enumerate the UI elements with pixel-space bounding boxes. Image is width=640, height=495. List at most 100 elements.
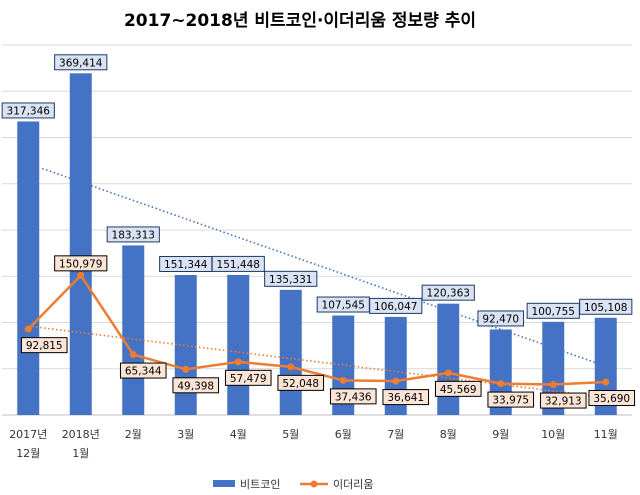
trendlines (28, 167, 609, 399)
line-point (549, 381, 557, 389)
data-label-box (211, 255, 265, 272)
bar (122, 245, 145, 415)
data-label-text: 35,690 (593, 393, 630, 405)
data-label: 35,690 (588, 389, 636, 406)
bar-series (17, 73, 617, 415)
bar (69, 73, 92, 415)
line-point (602, 378, 610, 386)
line-point (287, 363, 295, 371)
data-label-box (224, 369, 272, 386)
data-label: 32,913 (539, 392, 587, 409)
line-point (77, 271, 85, 279)
data-label-box (264, 270, 318, 287)
legend-swatch (213, 480, 235, 487)
data-label-text: 151,448 (217, 259, 260, 271)
data-label-box (588, 389, 636, 406)
line-point (497, 380, 505, 388)
data-label-text: 45,569 (440, 384, 477, 396)
line-point (182, 365, 190, 373)
line-point (24, 325, 32, 333)
data-label-text: 107,545 (322, 300, 365, 312)
x-tick-label: 11월 (594, 428, 618, 441)
data-label-box (106, 226, 160, 243)
line-point (129, 351, 137, 359)
bar (17, 121, 40, 415)
data-label: 106,047 (369, 297, 423, 314)
data-label-text: 57,479 (230, 373, 267, 385)
data-label-box (119, 362, 167, 379)
data-label: 107,545 (316, 296, 370, 313)
x-tick-label: 3월 (177, 428, 194, 441)
data-label-box (579, 298, 633, 315)
data-label-box (1, 102, 55, 119)
x-tick-label: 5월 (282, 428, 299, 441)
data-label: 151,448 (211, 255, 265, 272)
data-label-text: 49,398 (177, 380, 214, 392)
series-line (27, 274, 606, 386)
x-tick-label: 6월 (335, 428, 352, 441)
data-label: 151,344 (159, 256, 213, 273)
data-label-text: 317,346 (7, 105, 51, 117)
data-label: 45,569 (434, 380, 482, 397)
x-tick-label: 12월 (16, 447, 40, 460)
data-label-text: 52,048 (282, 378, 319, 390)
data-label-box (54, 54, 108, 71)
x-tick-label: 10월 (541, 428, 565, 441)
data-label-box (54, 255, 108, 272)
line-point (392, 377, 400, 385)
data-label-box (434, 380, 482, 397)
data-label-text: 369,414 (59, 57, 103, 69)
data-label-text: 106,047 (374, 301, 417, 313)
legend-item: 비트코인 (213, 478, 280, 491)
data-labels: 317,346 369,414 183,313 151,344 151,448 135,3… (1, 54, 636, 409)
data-label: 183,313 (106, 226, 160, 243)
x-tick-label: 9월 (492, 428, 509, 441)
legend: 비트코인 이더리움 (213, 478, 373, 491)
bar (542, 321, 565, 415)
data-label-text: 33,975 (492, 395, 529, 407)
data-label-box (421, 284, 475, 301)
bar (174, 275, 197, 415)
data-label: 120,363 (421, 284, 475, 301)
data-label: 36,641 (382, 389, 430, 406)
x-tick-label: 7월 (387, 428, 404, 441)
legend-label: 비트코인 (240, 478, 280, 491)
data-label-text: 120,363 (427, 288, 470, 300)
data-label-text: 105,108 (584, 302, 627, 314)
data-label: 92,815 (20, 337, 68, 354)
data-label-box (487, 391, 535, 408)
data-label-text: 32,913 (545, 396, 582, 408)
data-label: 33,975 (487, 391, 535, 408)
data-label-text: 92,815 (26, 340, 63, 352)
data-label: 105,108 (579, 298, 633, 315)
bar (279, 289, 302, 415)
x-tick-label: 2017년 (9, 428, 47, 441)
data-label-box (20, 337, 68, 354)
data-label-text: 183,313 (112, 229, 155, 241)
x-tick-label: 1월 (72, 447, 89, 460)
data-label: 150,979 (54, 255, 108, 272)
data-label-box (477, 310, 525, 327)
data-label-box (382, 389, 430, 406)
trendline (28, 325, 606, 399)
data-label-text: 92,470 (482, 313, 519, 325)
x-tick-label: 2018년 (62, 428, 100, 441)
x-axis: 2017년 12월 2018년 1월 2월 3월 4월 5월 6월 7월 8월 9월 10월 11월 (9, 428, 618, 460)
data-label: 37,436 (329, 388, 377, 405)
data-label: 92,470 (477, 310, 525, 327)
data-label: 317,346 (1, 102, 55, 119)
x-tick-label: 8월 (440, 428, 457, 441)
data-label-text: 65,344 (125, 366, 162, 378)
chart-title: 2017~2018년 비트코인·이더리움 정보량 추이 (124, 11, 476, 31)
data-label: 369,414 (54, 54, 108, 71)
data-label: 57,479 (224, 369, 272, 386)
x-tick-label: 2월 (125, 428, 142, 441)
legend-label: 이더리움 (333, 478, 373, 491)
data-label: 52,048 (277, 374, 325, 391)
line-point (339, 376, 347, 384)
data-label-text: 151,344 (164, 259, 208, 271)
legend-marker (310, 480, 318, 488)
data-label-text: 37,436 (335, 391, 372, 403)
line-point (234, 358, 242, 366)
